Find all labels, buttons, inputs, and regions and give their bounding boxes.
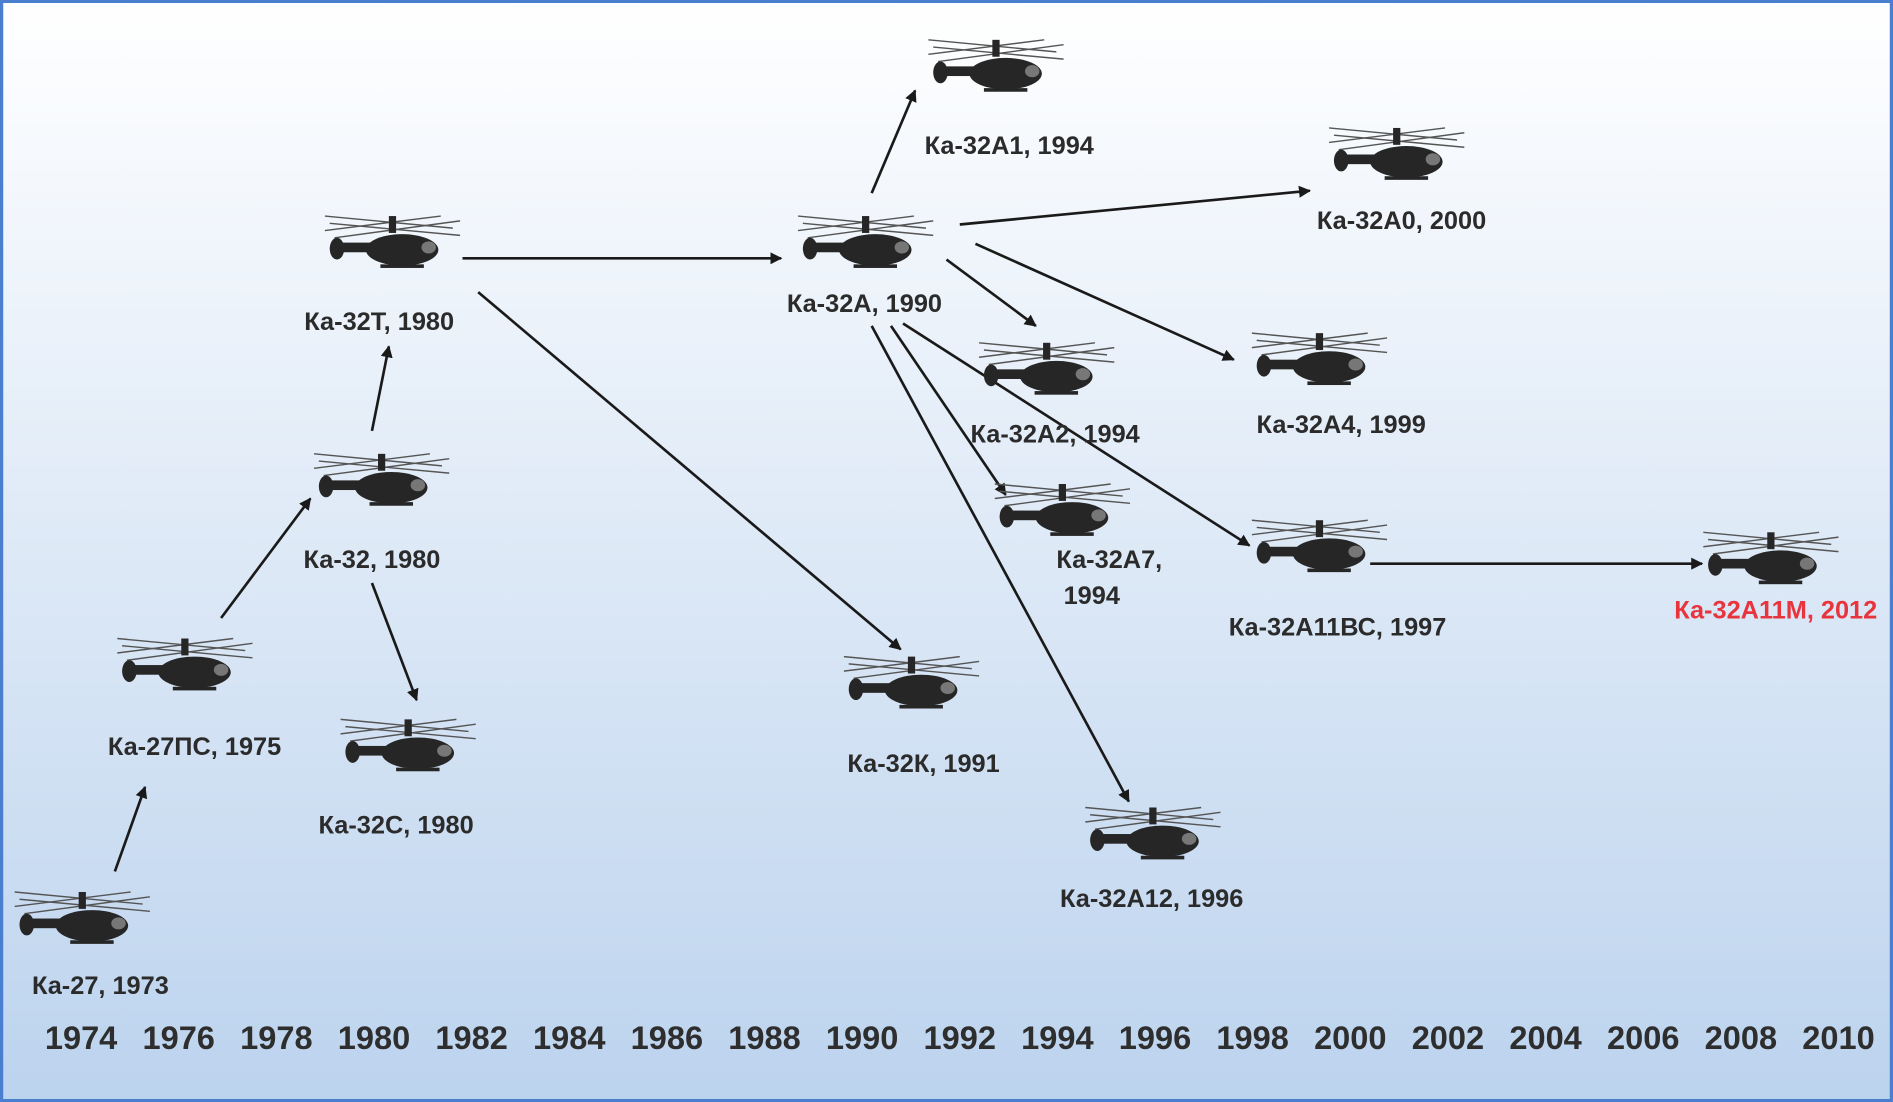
node-label: Ка-32А7,	[1056, 546, 1162, 574]
diagram: Ка-27, 1973 Ка-27ПС, 1975 Ка-32, 1980 Ка-32…	[0, 0, 1893, 1102]
year-label: 1986	[631, 1020, 703, 1056]
node-label: Ка-32А, 1990	[787, 290, 942, 318]
node-label: Ка-27, 1973	[32, 972, 169, 1000]
year-label: 2004	[1509, 1020, 1581, 1056]
node-label: Ка-32С, 1980	[319, 811, 474, 839]
node-label: Ка-32А1, 1994	[925, 132, 1094, 160]
year-label: 1974	[45, 1020, 117, 1056]
node-label: Ка-32А12, 1996	[1060, 885, 1243, 913]
node-label: Ка-32Т, 1980	[304, 308, 454, 336]
year-label: 2010	[1802, 1020, 1874, 1056]
year-label: 1980	[338, 1020, 410, 1056]
node-label: Ка-32К, 1991	[847, 750, 999, 778]
year-label: 2002	[1412, 1020, 1484, 1056]
node-label: Ка-32А4, 1999	[1257, 411, 1426, 439]
year-label: 2008	[1705, 1020, 1777, 1056]
year-label: 1988	[728, 1020, 800, 1056]
node-label: Ка-32А11М, 2012	[1674, 597, 1877, 625]
year-label: 2006	[1607, 1020, 1679, 1056]
node-label: Ка-32А11ВС, 1997	[1229, 614, 1447, 642]
year-label: 1992	[924, 1020, 996, 1056]
year-label: 1990	[826, 1020, 898, 1056]
year-label: 1984	[533, 1020, 605, 1056]
year-label: 2000	[1314, 1020, 1386, 1056]
year-label: 1976	[142, 1020, 214, 1056]
node-label: Ка-32А2, 1994	[970, 420, 1139, 448]
node-label: Ка-32, 1980	[304, 546, 441, 574]
year-label: 1978	[240, 1020, 312, 1056]
year-label: 1996	[1119, 1020, 1191, 1056]
year-label: 1982	[435, 1020, 507, 1056]
node-label: Ка-27ПС, 1975	[108, 733, 281, 761]
background	[0, 0, 1893, 1102]
year-label: 1994	[1021, 1020, 1093, 1056]
node-label: 1994	[1064, 582, 1120, 610]
node-label: Ка-32А0, 2000	[1317, 207, 1486, 235]
page: Ка-27, 1973 Ка-27ПС, 1975 Ка-32, 1980 Ка-32…	[0, 0, 1893, 1102]
year-label: 1998	[1216, 1020, 1288, 1056]
